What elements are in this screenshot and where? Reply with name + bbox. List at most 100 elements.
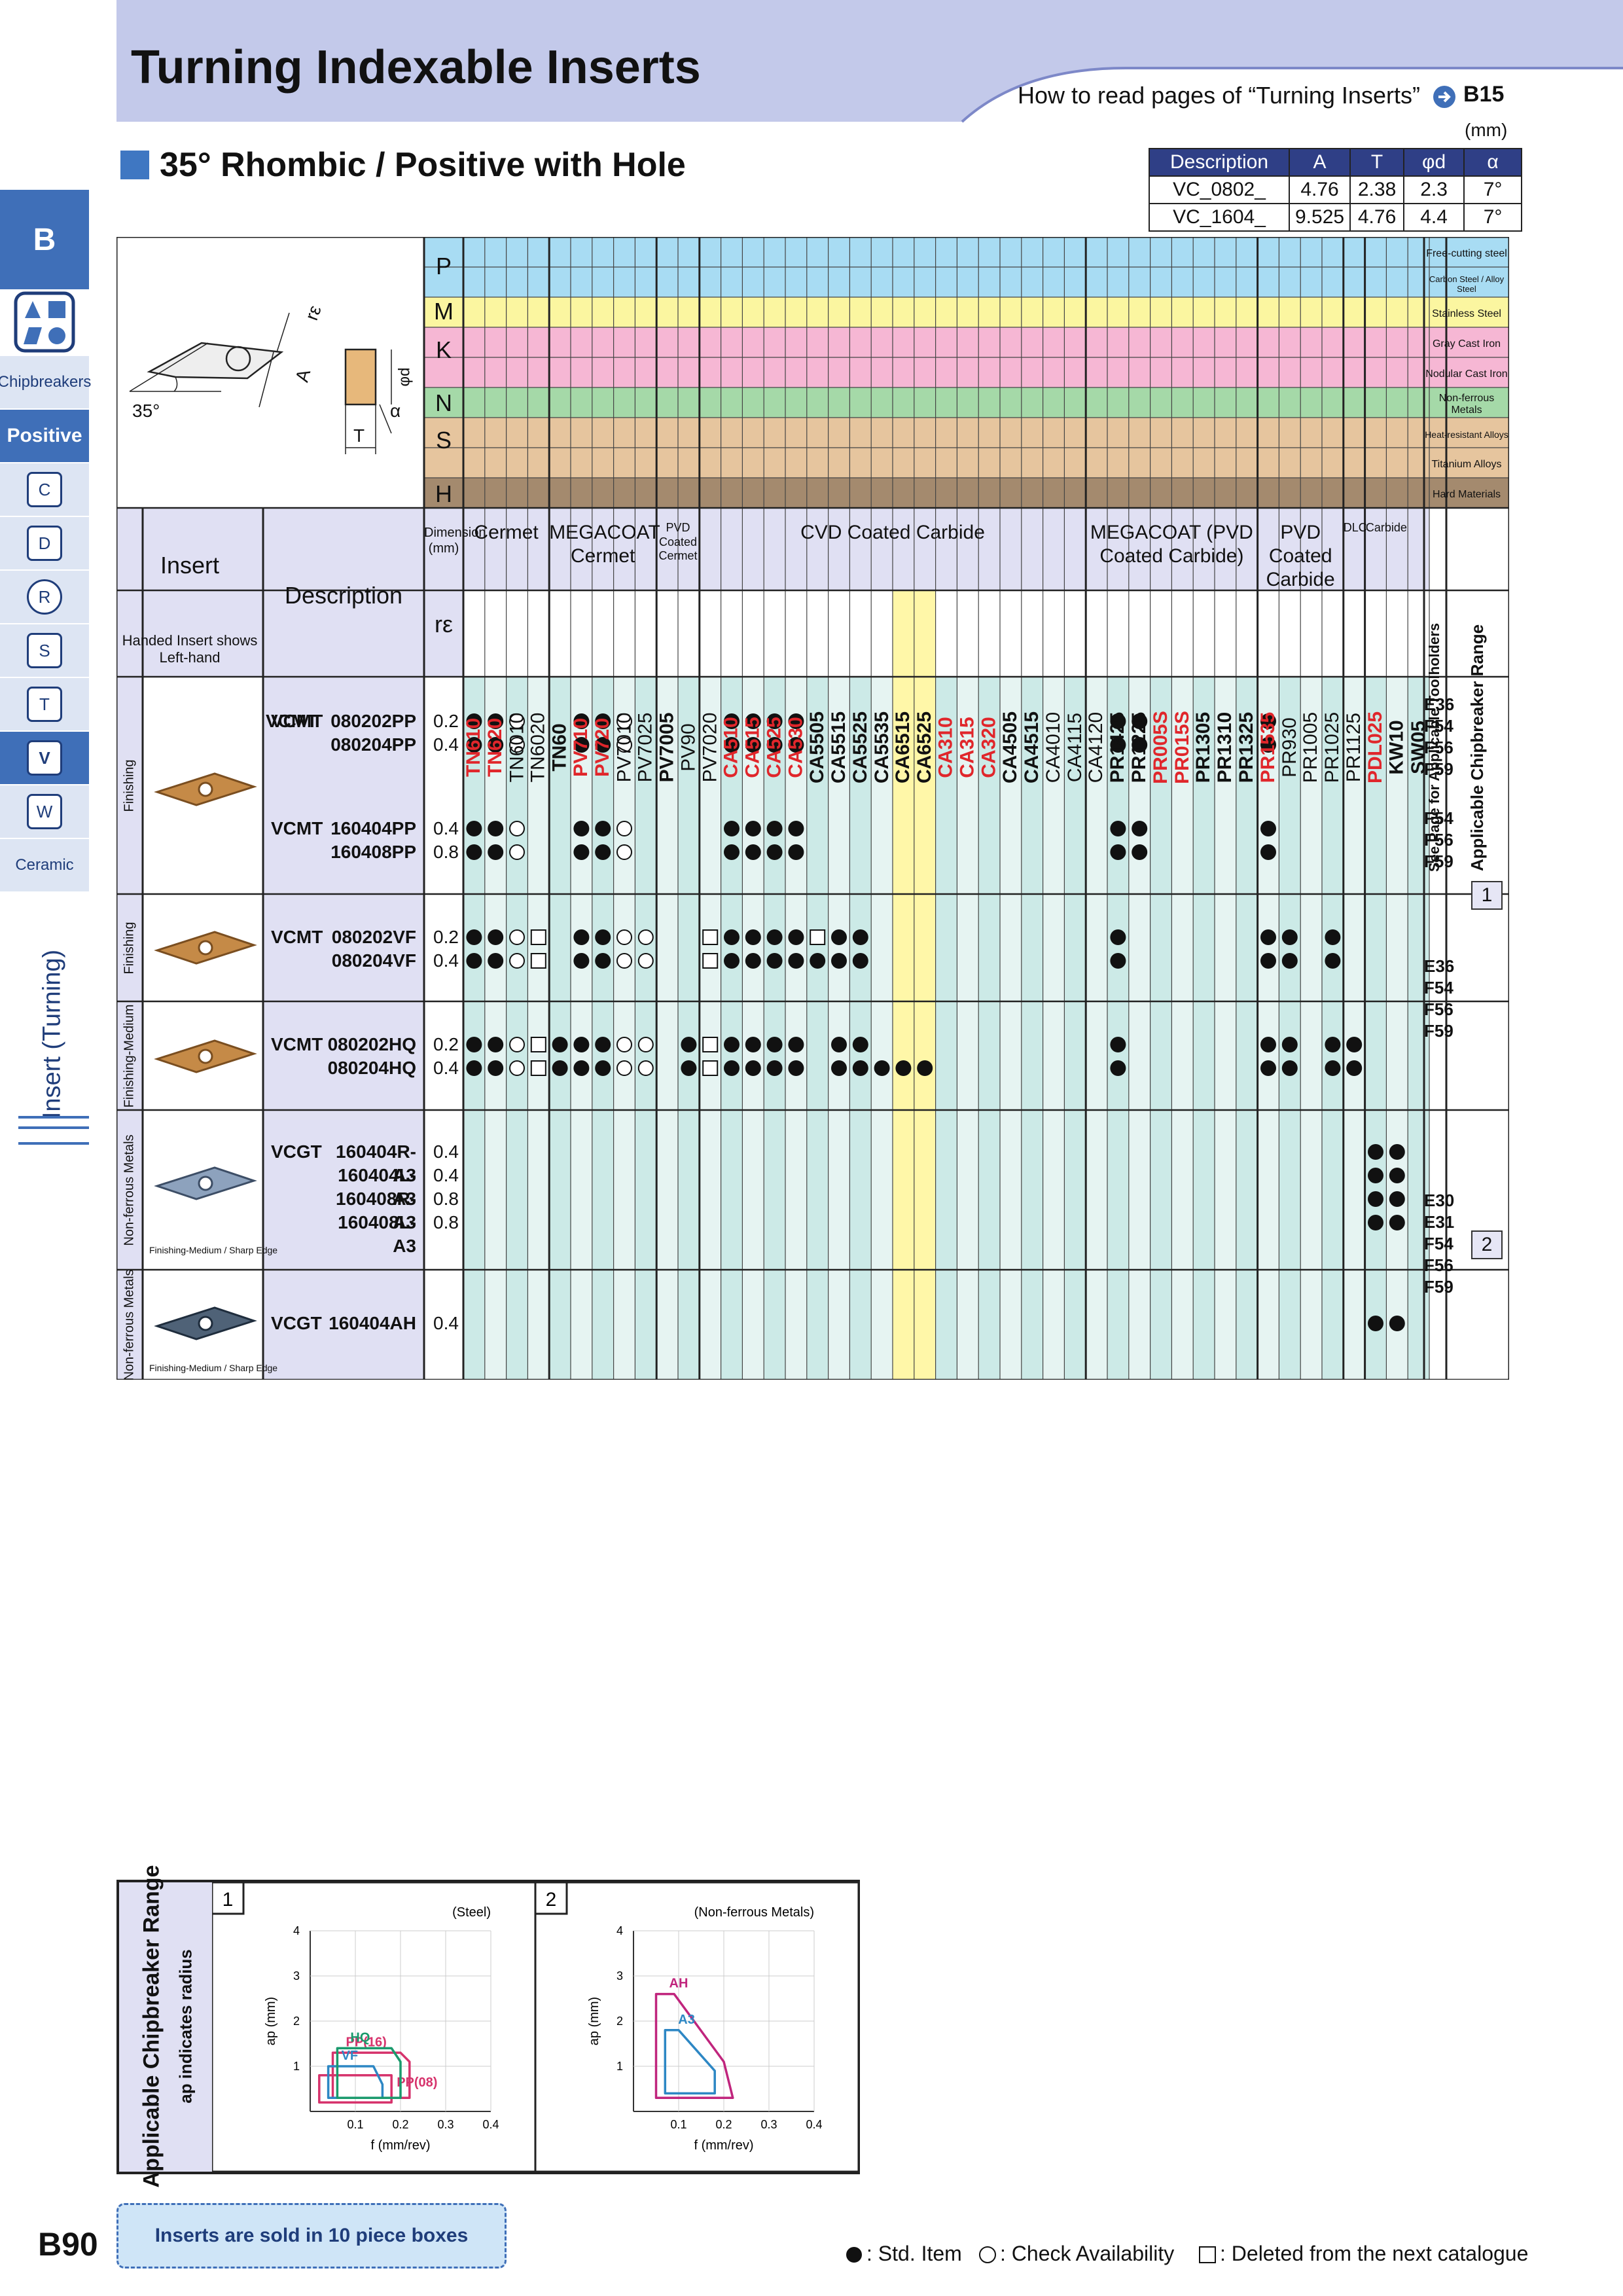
sidebar-item-chipbreakers[interactable]: Chipbreakers <box>0 356 91 410</box>
re-value: 0.4 <box>433 734 459 755</box>
product-model: 080202PP <box>330 711 416 731</box>
product-model: 160408R-A3 <box>336 1189 416 1232</box>
grade-label: CA6525 <box>914 711 936 784</box>
grade-header-cell <box>1408 590 1429 677</box>
sidebar-item-positive[interactable]: Positive <box>0 410 89 463</box>
deleted-mark <box>530 953 546 969</box>
sidebar-item-shape-d[interactable]: D <box>0 517 89 571</box>
chart-panel-number: 1 <box>223 1889 234 1910</box>
howto-page-ref[interactable]: B15 <box>1463 82 1505 107</box>
material-row-label: Heat-resistant Alloys <box>1425 429 1508 440</box>
std-item-mark <box>1110 737 1126 753</box>
std-item-mark <box>466 953 482 969</box>
std-item-mark <box>466 737 482 753</box>
y-tick-label: 4 <box>616 1924 623 1937</box>
grade-column <box>1386 677 1408 1380</box>
std-item-mark <box>681 1060 697 1076</box>
chart-title: (Non-ferrous Metals) <box>694 1905 814 1920</box>
material-s: S <box>435 427 452 454</box>
toolholder-pages: E36 F54 F56 F59 <box>1424 956 1455 1041</box>
sidebar-item-shape-c[interactable]: C <box>0 463 89 517</box>
std-item-mark <box>745 713 761 729</box>
product-model: 160404L-A3 <box>338 1165 416 1209</box>
grade-column <box>1408 677 1429 1380</box>
dim-table-row: VC_0802_ 4.76 2.38 2.3 7° <box>1149 175 1523 204</box>
std-item-mark <box>488 953 504 969</box>
std-item-mark <box>766 1037 783 1052</box>
grade-label: TN620 <box>484 717 507 778</box>
grade-group-header: MEGACOAT (PVD Coated Carbide) <box>1090 522 1253 567</box>
std-item-mark <box>1281 929 1298 945</box>
std-item-mark <box>573 844 590 860</box>
grade-label: CA5525 <box>849 711 871 784</box>
check-availability-mark <box>509 929 525 945</box>
howto-link[interactable]: How to read pages of “Turning Inserts” <box>1018 82 1420 109</box>
x-tick-label: 0.3 <box>437 2118 454 2131</box>
grade-column <box>828 677 850 1380</box>
grade-label: KW10 <box>1385 720 1408 775</box>
grade-header-cell <box>957 590 979 677</box>
std-item-mark <box>466 1060 482 1076</box>
dim-cell: 9.525 <box>1288 203 1351 232</box>
grade-label: PV710 <box>570 717 592 778</box>
check-availability-mark <box>509 713 525 729</box>
std-item-mark <box>1325 1060 1341 1076</box>
product-prefix: VCMT <box>271 818 323 838</box>
sidebar-item-ceramic[interactable]: Ceramic <box>0 839 89 893</box>
grade-column <box>1215 677 1236 1380</box>
description-header: Description <box>284 582 403 609</box>
grade-column <box>721 677 743 1380</box>
std-item-mark <box>466 1037 482 1052</box>
grade-label: PR1305 <box>1192 711 1215 783</box>
dimension-header: Dimension (mm) <box>424 526 486 556</box>
section-extra: Finishing-Medium / Sharp Edge <box>149 1245 278 1255</box>
re-value: 0.8 <box>433 842 459 862</box>
std-item-mark <box>788 821 804 836</box>
sidebar-item-shape-w[interactable]: W <box>0 785 89 839</box>
x-axis-label: f (mm/rev) <box>370 2138 430 2153</box>
sidebar-item-shape-t[interactable]: T <box>0 678 89 732</box>
series-label: A3 <box>678 2013 695 2027</box>
grade-header-cell <box>1193 590 1215 677</box>
std-item-mark <box>745 1037 761 1052</box>
grade-column <box>978 677 1000 1380</box>
grade-header-cell <box>592 590 614 677</box>
std-item-mark <box>724 713 740 729</box>
grade-label: TN610 <box>463 717 485 778</box>
sidebar-item-shape-r[interactable]: R <box>0 571 89 624</box>
diagram-t: T <box>353 425 365 446</box>
y-tick-label: 1 <box>293 2060 300 2073</box>
grade-column <box>527 677 550 1380</box>
std-item-mark <box>1389 1168 1405 1183</box>
legend-deleted: : Deleted from the next catalogue <box>1220 2242 1529 2265</box>
sidebar-item-shape-s[interactable]: S <box>0 624 89 678</box>
std-item-mark <box>595 953 611 969</box>
grade-column <box>484 677 507 1380</box>
grade-header-cell <box>1236 590 1258 677</box>
series-label: HQ <box>350 2030 370 2045</box>
re-value: 0.2 <box>433 927 459 947</box>
grade-column <box>656 677 678 1380</box>
grade-column <box>871 677 893 1380</box>
sidebar-item-shape-v[interactable]: V <box>0 732 89 785</box>
grade-group-header: Cermet <box>474 522 539 543</box>
grade-header-cell <box>1300 590 1322 677</box>
grade-label: PR1425 <box>1107 711 1129 783</box>
grade-header-cell <box>1322 590 1344 677</box>
check-availability-mark <box>509 844 525 860</box>
std-item-mark <box>595 713 611 729</box>
chapter-tab[interactable]: B <box>0 190 89 289</box>
std-item-mark <box>1260 821 1276 836</box>
std-item-mark <box>573 953 590 969</box>
std-item-mark <box>1281 1060 1298 1076</box>
dim-th-alpha: α <box>1463 148 1523 177</box>
product-prefix: VCMT <box>271 1034 323 1054</box>
diagram-d: φd <box>395 367 414 387</box>
y-tick-label: 1 <box>616 2060 623 2073</box>
chipbreaker-range-ref[interactable]: 1 <box>1471 881 1503 910</box>
chipbreaker-range-ref[interactable]: 2 <box>1471 1230 1503 1259</box>
re-value: 0.4 <box>433 1313 459 1333</box>
material-row-label: Free-cutting steel <box>1426 248 1507 259</box>
sidebar-rule <box>18 1116 89 1145</box>
re-value: 0.4 <box>433 950 459 971</box>
